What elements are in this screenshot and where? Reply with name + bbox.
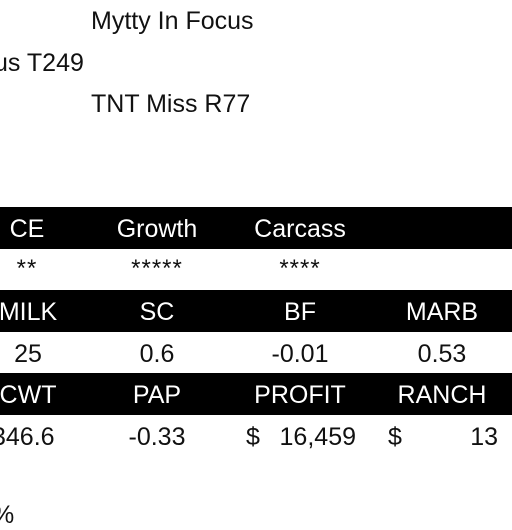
epd-value-milk: 25: [14, 340, 42, 368]
currency-symbol-profit: $: [246, 423, 260, 451]
epd-header-cwt: CWT: [0, 381, 57, 409]
epd-header-bf: BF: [284, 298, 316, 326]
ratings-header-growth: Growth: [116, 215, 198, 243]
dam-name: TNT Miss R77: [91, 90, 251, 118]
epd-header-bar-2: [0, 373, 512, 415]
sire-sire-name: us T249: [0, 49, 84, 77]
ratings-header-bar: [0, 207, 512, 249]
epd-value-profit: 16,459: [279, 423, 356, 451]
ratings-value-growth: *****: [131, 255, 183, 282]
currency-symbol-ranch: $: [388, 423, 402, 451]
epd-header-sc: SC: [139, 298, 175, 326]
epd-header-marb: MARB: [405, 298, 479, 326]
epd-value-cwt: 346.6: [0, 423, 55, 451]
epd-value-bf: -0.01: [271, 340, 329, 368]
epd-value-sc: 0.6: [139, 340, 175, 368]
ratings-header-carcass: Carcass: [254, 215, 346, 243]
epd-value-marb: 0.53: [417, 340, 467, 368]
ratings-header-ce: CE: [9, 215, 45, 243]
footer-text: %: [0, 500, 14, 530]
epd-header-milk: MILK: [0, 298, 58, 326]
epd-value-ranch: 13: [470, 423, 498, 451]
ratings-value-carcass: ****: [279, 255, 321, 282]
epd-value-pap: -0.33: [128, 423, 186, 451]
epd-header-bar-1: [0, 290, 512, 332]
epd-header-ranch: RANCH: [397, 381, 487, 409]
epd-header-pap: PAP: [132, 381, 182, 409]
sire-name: Mytty In Focus: [91, 7, 254, 35]
epd-header-profit: PROFIT: [254, 381, 346, 409]
ratings-value-ce: **: [16, 255, 38, 282]
